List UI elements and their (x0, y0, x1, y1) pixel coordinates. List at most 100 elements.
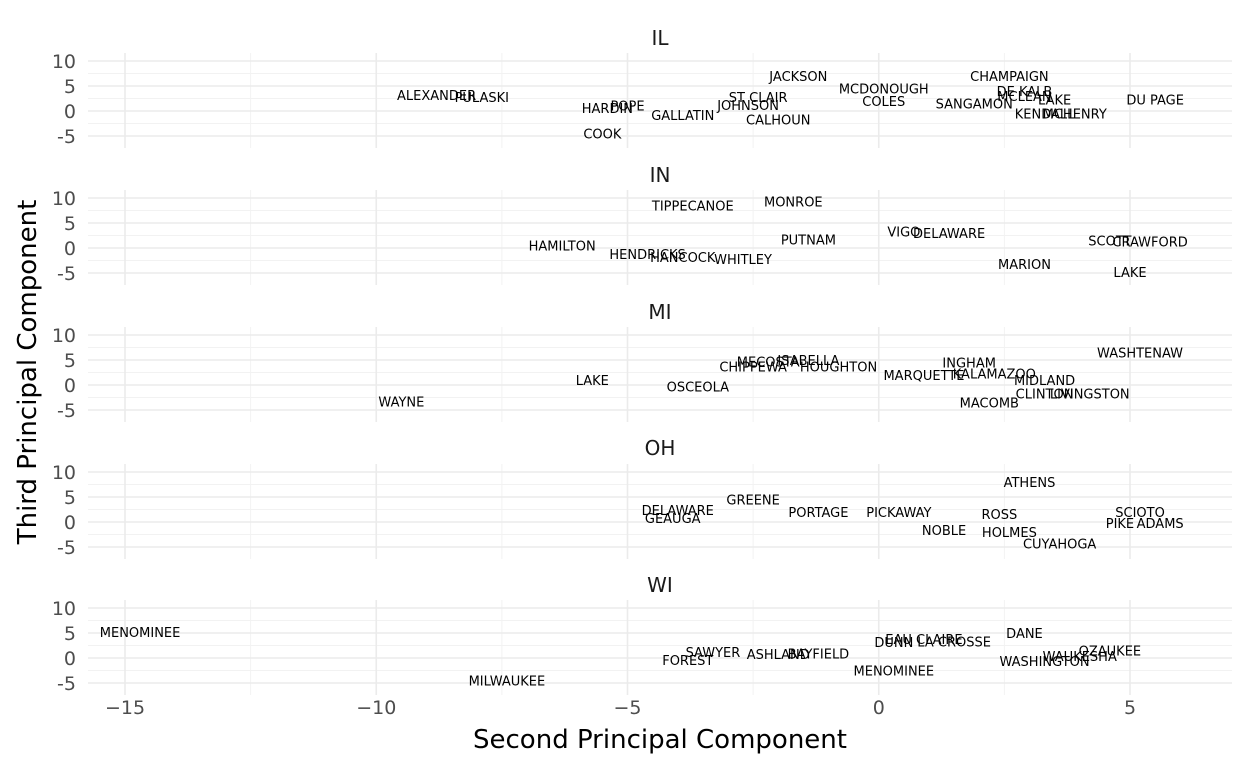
point-label: WAUKESHA (1043, 650, 1117, 665)
point-label: ISABELLA (777, 354, 839, 369)
point-label: WASHTENAW (1097, 347, 1183, 362)
point-label: PUTNAM (781, 234, 836, 249)
y-tick-label: 10 (52, 51, 76, 73)
y-tick-label: 5 (64, 623, 76, 645)
point-label: CHIPPEWA (719, 361, 787, 376)
facet-title-wi: WI (647, 573, 673, 597)
y-tick-label: 5 (64, 213, 76, 235)
point-label: JOHNSON (716, 99, 779, 114)
point-label: HANCOCK (650, 251, 716, 266)
point-label: ATHENS (1004, 476, 1056, 491)
point-label: MCDONOUGH (839, 83, 929, 98)
y-tick-label: 10 (52, 598, 76, 620)
point-label: GEAUGA (645, 512, 701, 527)
point-label: GALLATIN (651, 109, 714, 124)
point-label: DUNN (874, 636, 913, 651)
point-label: HARDIN (582, 102, 633, 117)
point-label: WAYNE (378, 396, 424, 411)
point-label: SCIOTO (1115, 506, 1165, 521)
point-label: MARION (998, 258, 1051, 273)
point-label: CALHOUN (746, 114, 810, 129)
point-label: DU PAGE (1126, 94, 1184, 109)
point-label: ST CLAIR (729, 91, 788, 106)
point-label: MECOSTA (737, 356, 800, 371)
y-tick-label: 0 (64, 512, 76, 534)
point-label: SCOTT (1088, 235, 1131, 250)
y-tick-label: 0 (64, 101, 76, 123)
point-label: ALEXANDER (397, 89, 476, 104)
point-label: HENDRICKS (609, 248, 685, 263)
point-label: WASHINGTON (1000, 655, 1090, 670)
x-axis-ticks: −15 −10 −5 0 5 (105, 697, 1136, 719)
facet-title-in: IN (650, 163, 671, 187)
y-tick-label: 5 (64, 76, 76, 98)
point-label: LAKE (1113, 266, 1146, 281)
point-label: KALAMAZOO (953, 368, 1036, 383)
point-label: LA CROSSE (917, 636, 991, 651)
point-label: MCLEAN (997, 90, 1051, 105)
y-tick-label: 5 (64, 487, 76, 509)
y-axis-title: Third Principal Component (13, 200, 43, 546)
point-label: VIGO (887, 226, 920, 241)
point-label: CRAWFORD (1112, 236, 1187, 251)
facet-title-oh: OH (645, 436, 676, 460)
y-tick-label: -5 (57, 126, 76, 148)
point-label: PICKAWAY (866, 506, 931, 521)
point-label: DANE (1006, 627, 1043, 642)
x-axis-title: Second Principal Component (473, 725, 847, 755)
point-label: PIKE (1106, 517, 1134, 532)
y-tick-label: 10 (52, 325, 76, 347)
point-label: HOLMES (982, 526, 1037, 541)
point-label: COLES (862, 95, 905, 110)
point-label: GREENE (726, 494, 779, 509)
point-label: POPE (610, 100, 644, 115)
point-label: OSCEOLA (667, 381, 730, 396)
y-tick-label: -5 (57, 400, 76, 422)
point-label: NOBLE (922, 524, 966, 539)
point-label: DELAWARE (642, 504, 714, 519)
point-label: KENDALL (1015, 108, 1075, 123)
x-tick-label: −5 (613, 697, 641, 719)
point-label: INGHAM (942, 357, 996, 372)
point-label: DE KALB (997, 85, 1053, 100)
point-label: SAWYER (686, 646, 741, 661)
point-label: TIPPECANOE (651, 200, 734, 215)
point-label: HOUGHTON (800, 361, 877, 376)
point-label: WHITLEY (714, 253, 772, 268)
y-tick-label: 10 (52, 462, 76, 484)
point-label: FOREST (662, 654, 713, 669)
point-label: MENOMINEE (854, 665, 935, 680)
x-tick-label: 0 (873, 697, 885, 719)
x-tick-label: −10 (356, 697, 396, 719)
grid-layer (88, 53, 1232, 695)
y-tick-label: 0 (64, 648, 76, 670)
point-label: OZAUKEE (1079, 645, 1142, 660)
point-label: MIDLAND (1014, 374, 1075, 389)
facet-title-mi: MI (648, 300, 671, 324)
point-label: HAMILTON (529, 240, 596, 255)
y-tick-label: 10 (52, 188, 76, 210)
y-tick-label: -5 (57, 263, 76, 285)
point-label: MONROE (764, 196, 823, 211)
y-tick-label: 0 (64, 375, 76, 397)
x-tick-label: 5 (1124, 697, 1136, 719)
point-label: MACOMB (960, 397, 1019, 412)
y-tick-label: -5 (57, 537, 76, 559)
point-label: DELAWARE (913, 227, 985, 242)
point-label: CHAMPAIGN (970, 70, 1049, 85)
facet-title-il: IL (651, 26, 669, 50)
point-label: JACKSON (768, 70, 827, 85)
point-label: CLINTON (1016, 388, 1074, 403)
y-tick-label: 5 (64, 350, 76, 372)
point-label: EAU CLAIRE (885, 633, 962, 648)
point-label: COOK (583, 128, 622, 143)
facets-layer: IL -5 0 5 10 JACKSON CHAMPAIGN MCDONOUGH DE KALB… (52, 26, 1188, 695)
point-label: MCHENRY (1043, 108, 1107, 123)
point-label: MENOMINEE (100, 626, 181, 641)
point-label: PORTAGE (788, 506, 848, 521)
point-label: ADAMS (1137, 517, 1184, 532)
point-label: ROSS (981, 508, 1017, 523)
y-tick-label: 0 (64, 238, 76, 260)
point-label: ASHLAND (747, 648, 810, 663)
